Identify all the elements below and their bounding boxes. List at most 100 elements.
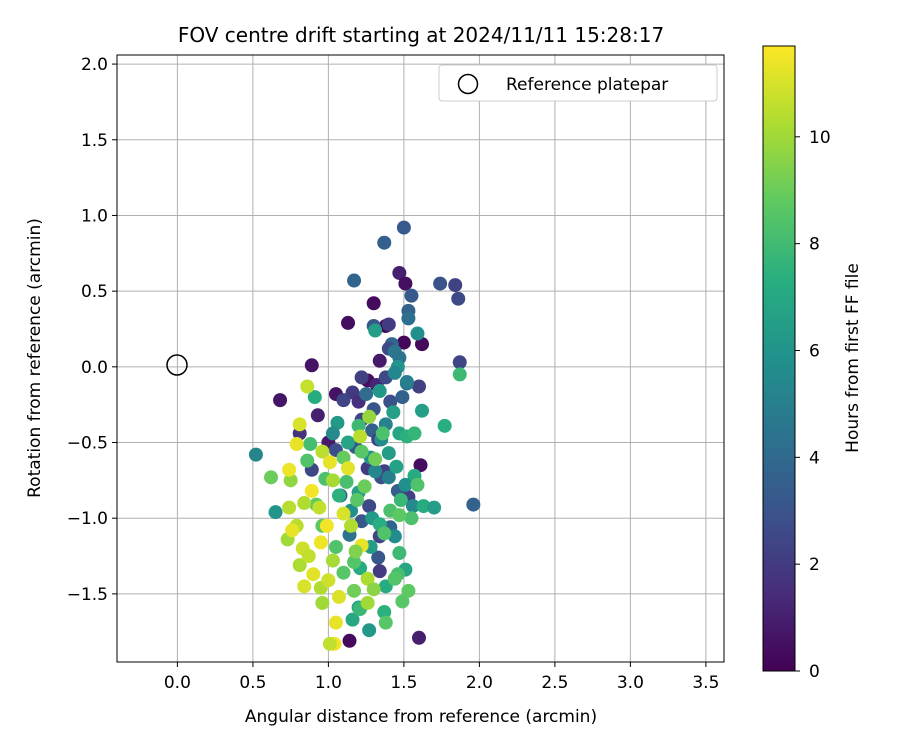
data-point xyxy=(341,315,356,330)
data-point xyxy=(392,508,407,523)
data-point xyxy=(381,446,396,461)
data-point xyxy=(315,444,330,459)
y-axis-label: Rotation from reference (arcmin) xyxy=(25,218,45,498)
data-point xyxy=(328,539,343,554)
data-point xyxy=(300,453,315,468)
legend-box xyxy=(438,64,718,102)
data-point xyxy=(354,370,369,385)
data-point xyxy=(411,630,426,645)
data-point xyxy=(336,450,351,465)
data-point xyxy=(347,555,362,570)
data-point xyxy=(331,488,346,503)
data-point xyxy=(377,605,392,620)
data-point xyxy=(357,479,372,494)
data-point xyxy=(264,470,279,485)
data-point xyxy=(396,220,411,235)
data-point xyxy=(292,558,307,573)
data-point xyxy=(366,296,381,311)
y-tick-label: −1.5 xyxy=(67,585,108,605)
x-tick-label: 2.0 xyxy=(466,673,493,693)
colorbar-gradient xyxy=(762,45,796,672)
data-point xyxy=(433,276,448,291)
data-point xyxy=(360,595,375,610)
data-point xyxy=(366,582,381,597)
data-point xyxy=(383,394,398,409)
grid-lines xyxy=(117,55,724,662)
data-point xyxy=(392,546,407,561)
colorbar-label: Hours from first FF file xyxy=(843,263,863,453)
data-point xyxy=(375,426,390,441)
data-point xyxy=(321,573,336,588)
colorbar: 0 2 4 6 8 10 Hours from first FF file xyxy=(762,45,863,682)
data-point xyxy=(336,506,351,521)
y-tick-label: 0.5 xyxy=(81,282,108,302)
data-point xyxy=(319,518,334,533)
data-point xyxy=(416,499,431,514)
data-point xyxy=(389,459,404,474)
data-point xyxy=(401,583,416,598)
data-point xyxy=(362,623,377,638)
data-point xyxy=(398,477,413,492)
data-point xyxy=(325,426,340,441)
data-point xyxy=(307,390,322,405)
y-tick-label: 0.0 xyxy=(81,358,108,378)
x-tick-label: 0.5 xyxy=(239,673,266,693)
data-point xyxy=(451,291,466,306)
y-tick-label: −0.5 xyxy=(67,434,108,454)
data-point xyxy=(342,633,357,648)
data-point xyxy=(381,317,396,332)
data-point xyxy=(377,235,392,250)
x-tick-label: 0.0 xyxy=(164,673,191,693)
data-point xyxy=(362,409,377,424)
data-point xyxy=(452,367,467,382)
y-tick-label: 2.0 xyxy=(81,55,108,75)
data-point xyxy=(407,426,422,441)
data-point xyxy=(330,415,345,430)
data-point xyxy=(348,544,363,559)
reference-platepar-marker xyxy=(166,354,188,376)
x-tick-label: 2.5 xyxy=(541,673,568,693)
data-point xyxy=(336,565,351,580)
data-point xyxy=(282,462,297,477)
colorbar-tick-label: 0 xyxy=(809,662,820,682)
y-tick-label: 1.0 xyxy=(81,206,108,226)
data-point xyxy=(353,429,368,444)
data-point xyxy=(372,564,387,579)
data-point xyxy=(372,353,387,368)
data-point xyxy=(289,437,304,452)
data-point xyxy=(404,288,419,303)
data-point xyxy=(310,408,325,423)
colorbar-tick-label: 6 xyxy=(809,341,820,361)
y-tick-label: 1.5 xyxy=(81,131,108,151)
y-axis-ticks: −1.5 −1.0 −0.5 0.0 0.5 1.0 1.5 2.0 xyxy=(67,55,117,605)
data-point xyxy=(350,493,365,508)
data-point xyxy=(404,511,419,526)
data-point xyxy=(372,384,387,399)
data-point xyxy=(368,452,383,467)
y-tick-label: −1.0 xyxy=(67,509,108,529)
data-point xyxy=(368,464,383,479)
data-point xyxy=(315,595,330,610)
data-point xyxy=(351,418,366,433)
colorbar-ticks: 0 2 4 6 8 10 xyxy=(795,128,831,682)
x-tick-label: 3.0 xyxy=(617,673,644,693)
data-point xyxy=(301,549,316,564)
data-point xyxy=(322,636,337,651)
data-point xyxy=(410,326,425,341)
data-point xyxy=(381,470,396,485)
data-point xyxy=(282,500,297,515)
data-point xyxy=(300,379,315,394)
data-point xyxy=(339,474,354,489)
data-point xyxy=(415,337,430,352)
data-point xyxy=(396,335,411,350)
data-point xyxy=(331,589,346,604)
x-tick-label: 1.5 xyxy=(390,673,417,693)
data-point xyxy=(325,473,340,488)
data-point xyxy=(395,594,410,609)
data-point xyxy=(304,358,319,373)
data-point xyxy=(393,493,408,508)
data-point xyxy=(466,497,481,512)
x-tick-label: 1.0 xyxy=(315,673,342,693)
data-point xyxy=(378,615,393,630)
